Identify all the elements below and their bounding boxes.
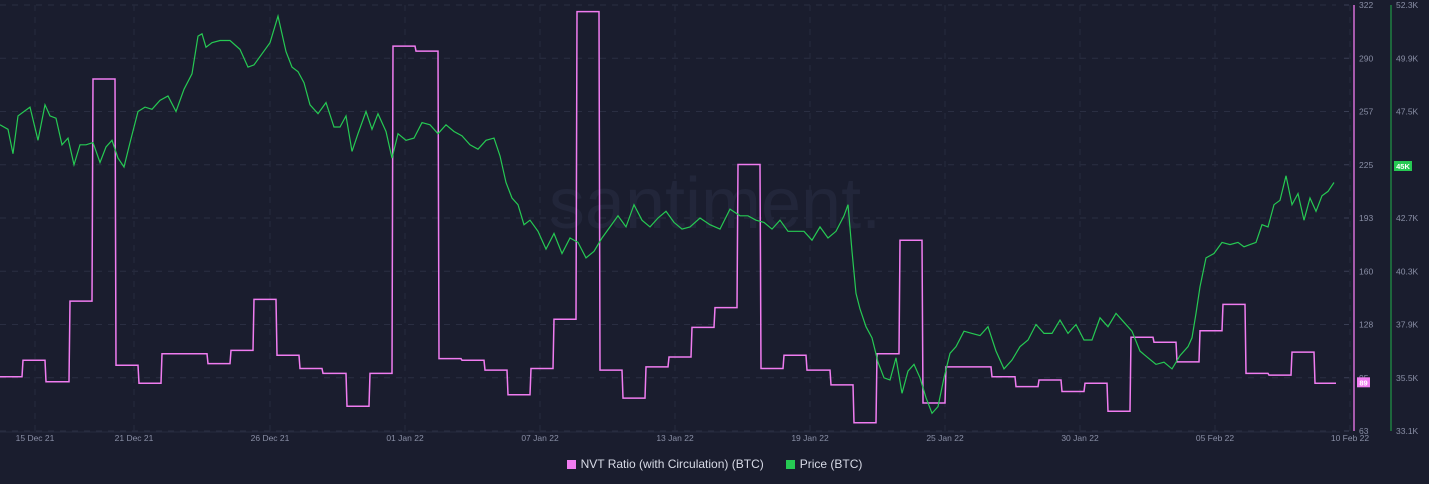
price-series-line[interactable]: [0, 13, 1335, 415]
nvt-tick-label: 193: [1359, 213, 1373, 223]
x-tick-label: 21 Dec 21: [115, 433, 154, 443]
legend-item-price[interactable]: Price (BTC): [785, 457, 863, 471]
nvt-tick-label: 225: [1359, 160, 1373, 170]
legend-label-nvt: NVT Ratio (with Circulation) (BTC): [580, 457, 764, 471]
legend-label-price: Price (BTC): [799, 457, 863, 471]
x-tick-label: 01 Jan 22: [386, 433, 424, 443]
x-tick-label: 30 Jan 22: [1061, 433, 1099, 443]
x-tick-label: 05 Feb 22: [1196, 433, 1235, 443]
legend-item-nvt[interactable]: NVT Ratio (with Circulation) (BTC): [566, 457, 764, 471]
watermark: santiment.: [549, 164, 881, 244]
nvt-tick-label: 257: [1359, 107, 1373, 117]
x-tick-label: 25 Jan 22: [926, 433, 964, 443]
price-current-badge: [1394, 161, 1412, 171]
nvt-current-value: 89: [1359, 378, 1367, 387]
nvt-current-badge: [1357, 377, 1370, 388]
price-tick-label: 47.5K: [1396, 107, 1419, 117]
nvt-series-line[interactable]: [0, 10, 1336, 424]
price-tick-label: 33.1K: [1396, 426, 1419, 436]
nvt-tick-label: 160: [1359, 266, 1373, 276]
x-tick-label: 07 Jan 22: [521, 433, 559, 443]
nvt-tick-label: 322: [1359, 0, 1373, 10]
price-tick-label: 49.9K: [1396, 53, 1419, 63]
nvt-tick-label: 128: [1359, 320, 1373, 330]
nvt-swatch-icon: [566, 459, 576, 469]
chart-plot[interactable]: santiment.322290257225193160128956352.3K…: [0, 0, 1429, 450]
nvt-tick-label: 290: [1359, 53, 1373, 63]
price-swatch-icon: [785, 459, 795, 469]
legend: NVT Ratio (with Circulation) (BTC) Price…: [0, 457, 1429, 471]
x-tick-label: 13 Jan 22: [656, 433, 694, 443]
price-tick-label: 40.3K: [1396, 266, 1419, 276]
x-tick-label: 19 Jan 22: [791, 433, 829, 443]
price-current-value: 45K: [1396, 162, 1410, 171]
nvt-tick-label: 63: [1359, 426, 1369, 436]
price-tick-label: 35.5K: [1396, 373, 1419, 383]
x-tick-label: 26 Dec 21: [251, 433, 290, 443]
x-tick-label: 15 Dec 21: [16, 433, 55, 443]
price-tick-label: 52.3K: [1396, 0, 1419, 10]
price-tick-label: 37.9K: [1396, 320, 1419, 330]
x-tick-label: 10 Feb 22: [1331, 433, 1370, 443]
price-tick-label: 42.7K: [1396, 213, 1419, 223]
